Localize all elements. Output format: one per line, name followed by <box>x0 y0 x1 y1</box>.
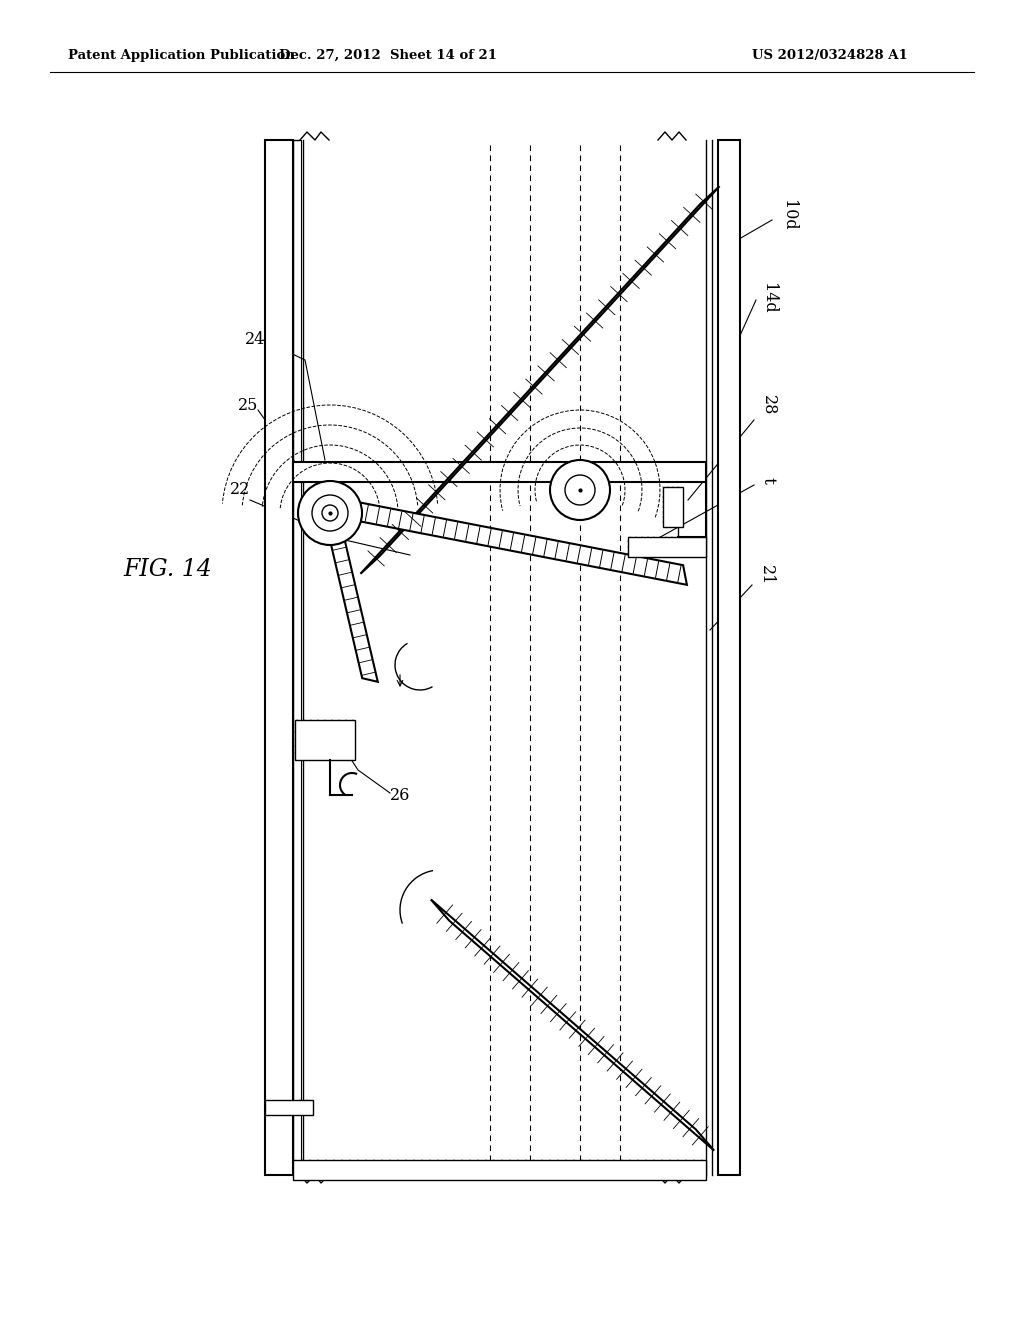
Text: 14d: 14d <box>760 282 777 313</box>
Bar <box>628 537 706 557</box>
Text: 24: 24 <box>245 331 265 348</box>
Circle shape <box>312 495 348 531</box>
Bar <box>265 140 293 1175</box>
Text: 10d: 10d <box>780 199 797 230</box>
Bar <box>663 487 683 527</box>
Circle shape <box>550 459 610 520</box>
Bar <box>293 462 706 482</box>
Text: 25: 25 <box>238 396 258 413</box>
Text: 28: 28 <box>760 395 777 416</box>
Text: Dec. 27, 2012  Sheet 14 of 21: Dec. 27, 2012 Sheet 14 of 21 <box>279 49 497 62</box>
Text: FIG. 14: FIG. 14 <box>124 558 212 582</box>
Bar <box>295 719 355 760</box>
Text: Patent Application Publication: Patent Application Publication <box>68 49 295 62</box>
Text: US 2012/0324828 A1: US 2012/0324828 A1 <box>752 49 908 62</box>
Polygon shape <box>360 186 720 574</box>
Polygon shape <box>328 528 378 682</box>
Bar <box>718 140 740 1175</box>
Text: 21: 21 <box>758 565 775 585</box>
Text: 26: 26 <box>390 787 411 804</box>
Text: t: t <box>760 477 777 483</box>
Bar <box>265 1100 313 1115</box>
Polygon shape <box>348 500 687 585</box>
Bar <box>293 1160 706 1180</box>
Circle shape <box>298 480 362 545</box>
Circle shape <box>565 475 595 506</box>
Polygon shape <box>431 899 714 1151</box>
Circle shape <box>322 506 338 521</box>
Text: 22: 22 <box>230 482 250 499</box>
